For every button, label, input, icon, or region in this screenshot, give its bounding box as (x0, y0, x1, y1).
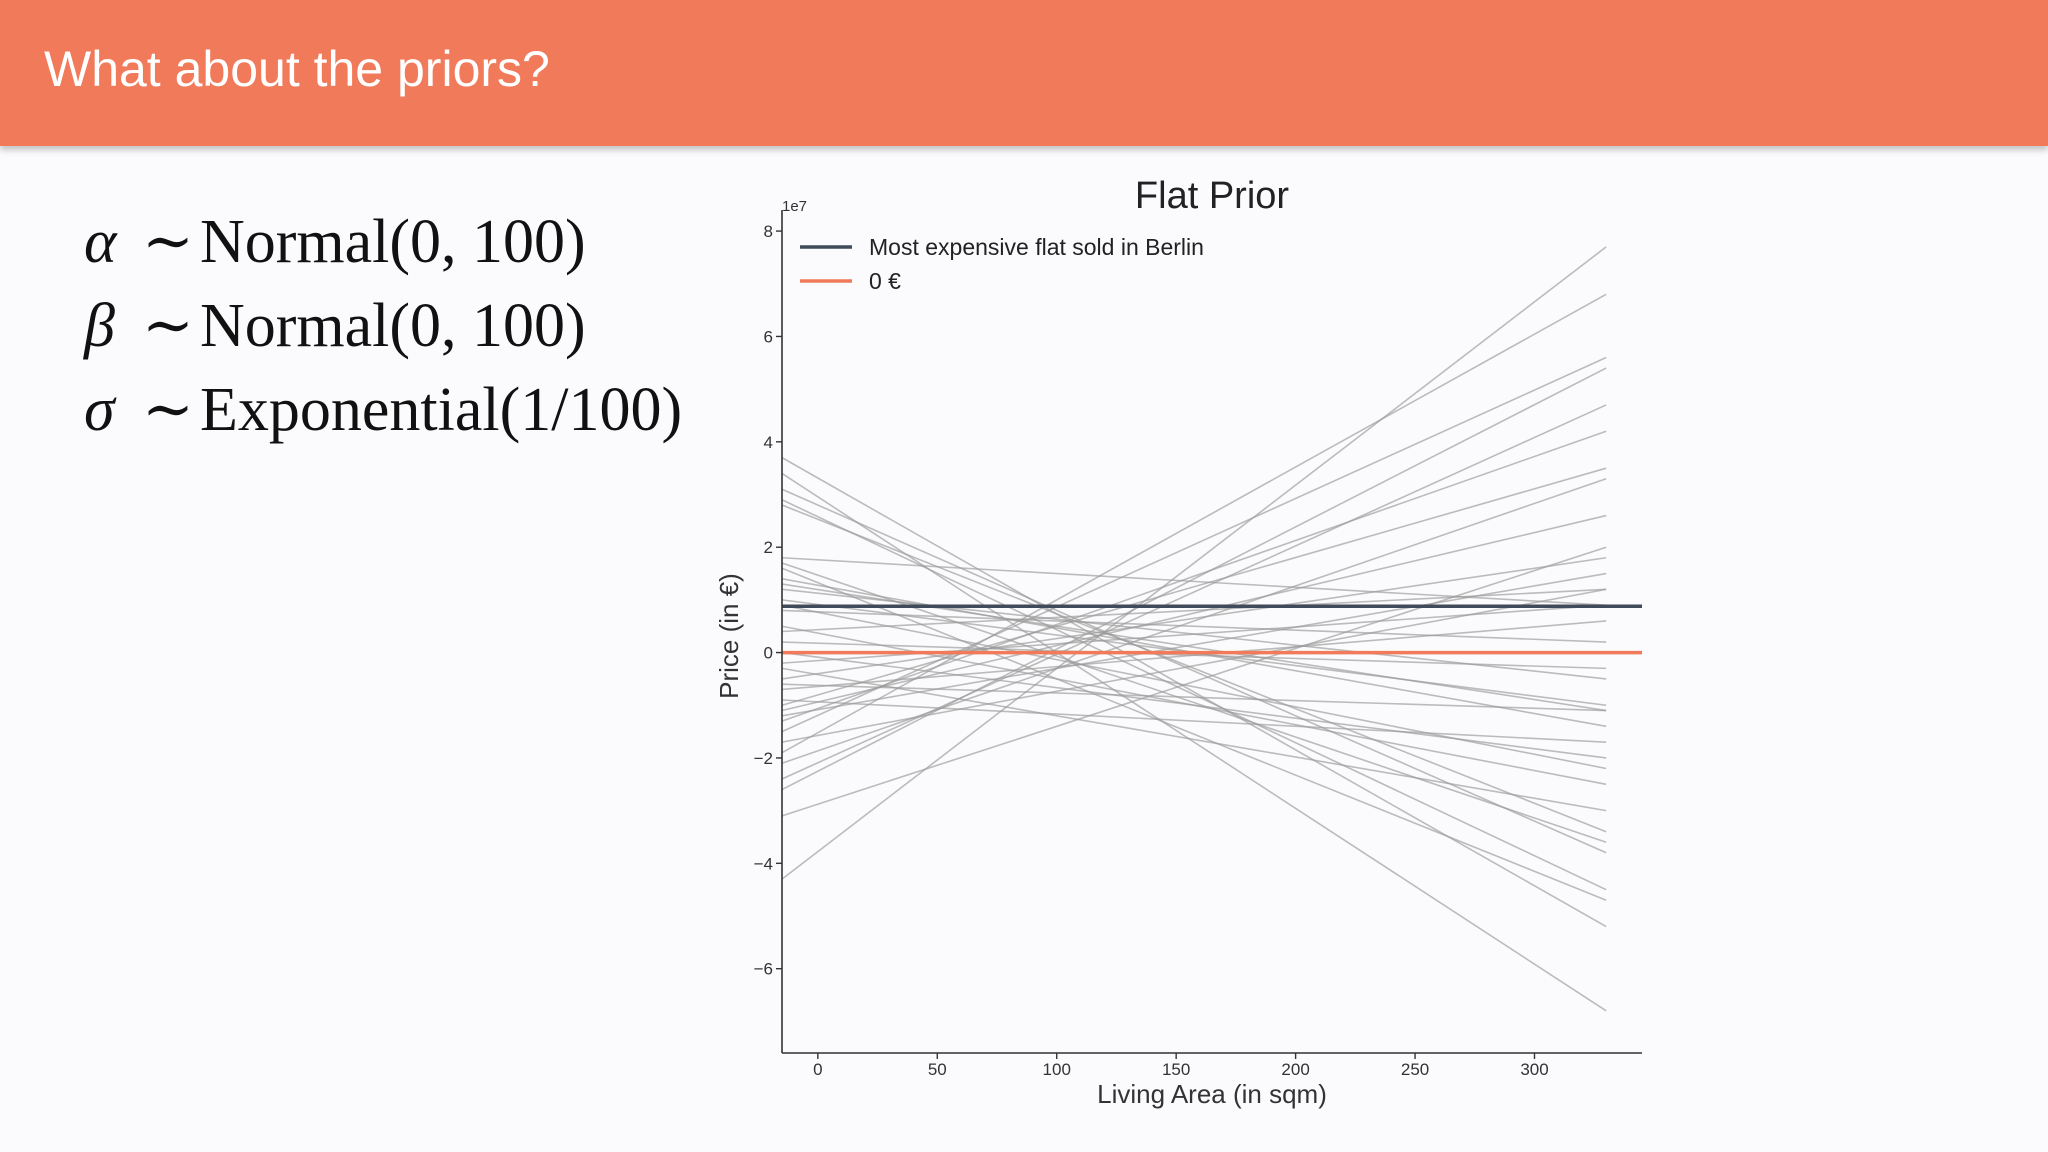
x-tick-label: 50 (928, 1060, 947, 1079)
y-scale-label: 1e7 (782, 198, 807, 215)
formula-expression: Exponential(1/100) (200, 376, 683, 444)
prior-line-20 (781, 467, 1607, 707)
x-tick-label: 300 (1520, 1060, 1548, 1079)
prior-line-5 (781, 567, 1607, 901)
formula-relation: ∼ (142, 376, 194, 444)
formula-beta: β ∼Normal(0, 100) (84, 284, 682, 368)
prior-line-28 (781, 367, 1607, 791)
x-tick-label: 200 (1281, 1060, 1309, 1079)
prior-line-34 (781, 572, 1607, 717)
legend-label-max-flat: Most expensive flat sold in Berlin (869, 234, 1204, 260)
prior-line-35 (781, 488, 1607, 854)
prior-line-10 (781, 609, 1607, 643)
prior-line-17 (781, 556, 1607, 680)
formula-expression: Normal(0, 100) (200, 292, 586, 360)
prior-line-4 (781, 562, 1607, 844)
y-tick-label: 6 (764, 327, 773, 346)
y-tick-label: −4 (754, 854, 773, 873)
x-tick-label: 0 (813, 1060, 822, 1079)
slide-header: What about the priors? (0, 0, 2048, 146)
prior-formulas: α ∼Normal(0, 100) β ∼Normal(0, 100) σ ∼Expo… (84, 200, 682, 452)
x-tick-label: 250 (1401, 1060, 1429, 1079)
prior-line-12 (781, 588, 1607, 633)
y-tick-label: −6 (754, 960, 773, 979)
prior-line-33 (781, 604, 1607, 770)
prior-line-31 (781, 556, 1607, 606)
formula-expression: Normal(0, 100) (200, 208, 586, 276)
x-tick-label: 100 (1043, 1060, 1071, 1079)
formula-relation: ∼ (142, 208, 194, 276)
chart-title: Flat Prior (1135, 175, 1289, 217)
prior-line-22 (781, 430, 1607, 722)
y-axis-label: Price (in €) (714, 573, 744, 699)
x-tick-label: 150 (1162, 1060, 1190, 1079)
formula-alpha: α ∼Normal(0, 100) (84, 200, 682, 284)
prior-line-1 (781, 472, 1607, 1012)
formula-symbol: α (84, 208, 117, 276)
prior-line-27 (781, 404, 1607, 780)
x-axis-label: Living Area (in sqm) (1097, 1079, 1327, 1109)
y-tick-label: 8 (764, 222, 773, 241)
formula-symbol: β (84, 292, 115, 360)
prior-line-23 (781, 356, 1607, 733)
y-tick-label: −2 (754, 749, 773, 768)
prior-line-32 (781, 683, 1607, 712)
prior-line-0 (781, 456, 1607, 928)
legend-label-zero: 0 € (869, 268, 901, 294)
prior-line-25 (781, 293, 1607, 754)
prior-line-3 (781, 504, 1607, 833)
y-tick-label: 0 (764, 644, 773, 663)
prior-line-29 (781, 546, 1607, 817)
formula-sigma: σ ∼Exponential(1/100) (84, 368, 682, 452)
prior-line-19 (781, 699, 1607, 743)
formula-relation: ∼ (142, 292, 194, 360)
y-tick-label: 4 (764, 433, 773, 452)
slide-title: What about the priors? (44, 41, 550, 97)
formula-symbol: σ (84, 376, 115, 444)
y-tick-label: 2 (764, 538, 773, 557)
prior-line-21 (781, 514, 1607, 712)
prior-line-2 (781, 499, 1607, 891)
prior-line-30 (781, 246, 1607, 880)
